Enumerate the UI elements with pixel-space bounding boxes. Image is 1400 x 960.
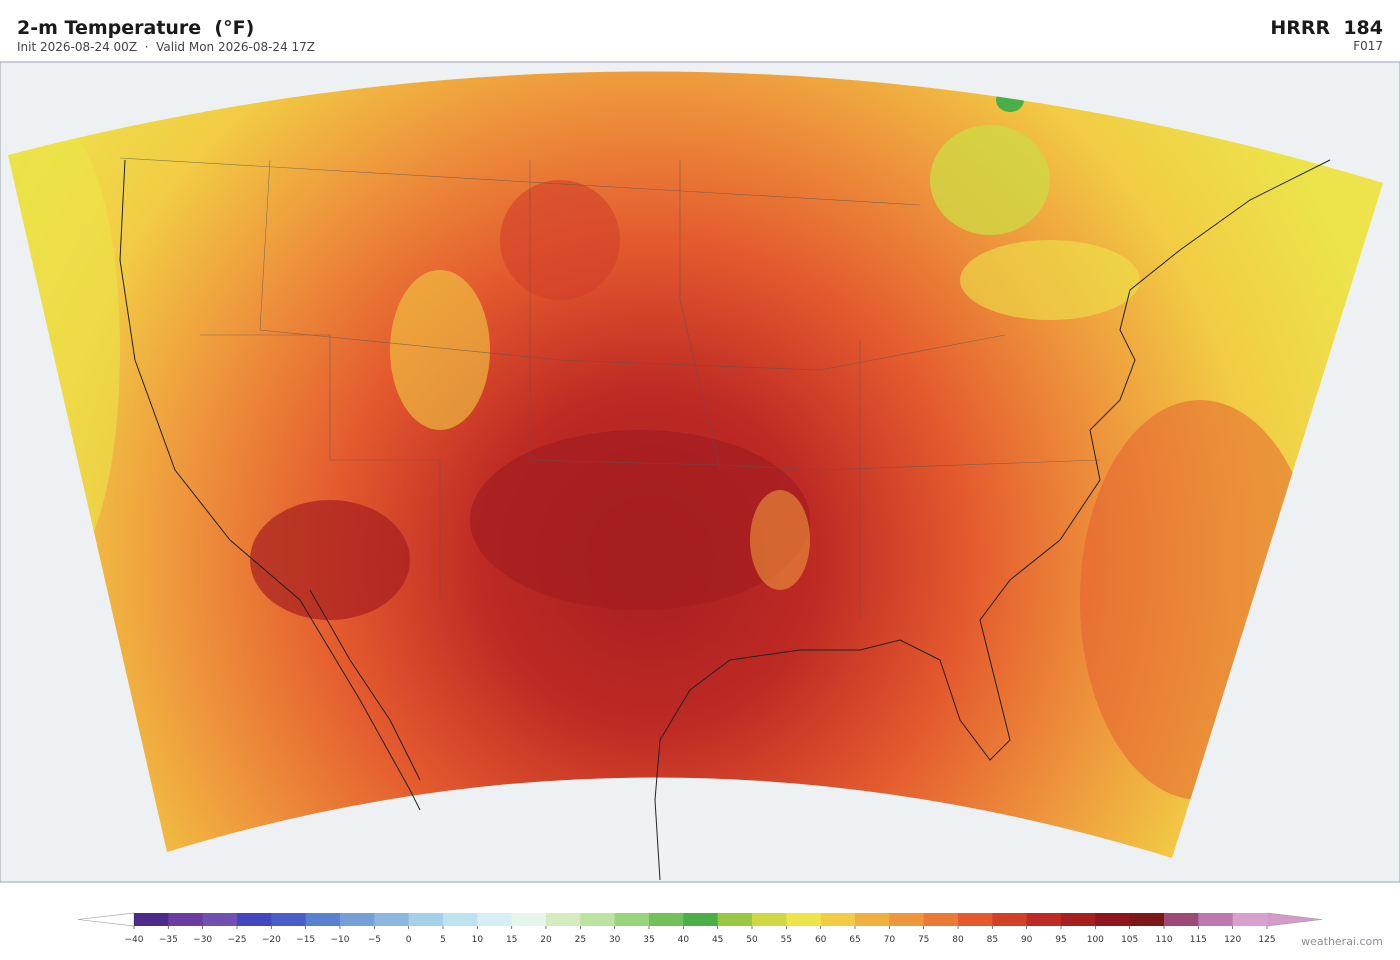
color-bin <box>649 913 684 926</box>
color-bin <box>134 913 169 926</box>
tick-label: −20 <box>262 935 281 945</box>
color-bin <box>683 913 719 926</box>
watermark: weatherai.com <box>1301 935 1383 948</box>
colorbar-over <box>1266 912 1323 927</box>
tick-label: 50 <box>746 935 758 945</box>
color-bin <box>546 913 581 926</box>
colorbar-under <box>77 912 135 927</box>
tick-label: 95 <box>1055 935 1066 945</box>
tick-label: 30 <box>609 935 621 945</box>
color-bin <box>717 913 753 926</box>
tick-label: 85 <box>987 935 998 945</box>
coastlines <box>119 159 1331 881</box>
color-bin <box>580 913 616 926</box>
tick-label: 105 <box>1121 935 1138 945</box>
color-bin <box>923 913 959 926</box>
color-bin <box>992 913 1028 926</box>
tick-label: 65 <box>849 935 860 945</box>
tick-label: 40 <box>678 935 690 945</box>
tick-label: −35 <box>159 935 178 945</box>
color-bin <box>1095 913 1131 926</box>
tick-label: 90 <box>1021 935 1033 945</box>
color-bin <box>1061 913 1096 926</box>
tick-label: 115 <box>1190 935 1207 945</box>
color-bin <box>855 913 890 926</box>
tick-label: 55 <box>781 935 792 945</box>
color-bin <box>443 913 478 926</box>
temperature-field <box>8 71 1383 858</box>
tick-label: −40 <box>125 935 144 945</box>
color-bin <box>477 913 513 926</box>
model: HRRR 184 <box>1270 17 1383 39</box>
color-bin <box>340 913 375 926</box>
color-bin <box>614 913 650 926</box>
color-bin <box>168 913 204 926</box>
tick-label: 45 <box>712 935 723 945</box>
tick-label: −10 <box>331 935 350 945</box>
tick-label: 20 <box>540 935 552 945</box>
forecast-hour: F017 <box>1353 39 1383 53</box>
tick-label: −15 <box>296 935 315 945</box>
color-bin <box>1129 913 1165 926</box>
color-bin <box>271 913 307 926</box>
tick-label: 75 <box>918 935 929 945</box>
tick-label: 0 <box>406 935 412 945</box>
tick-label: −30 <box>193 935 212 945</box>
color-bin <box>237 913 272 926</box>
color-bin <box>408 913 444 926</box>
tick-label: 15 <box>506 935 517 945</box>
color-bin <box>786 913 822 926</box>
tick-label: −25 <box>228 935 247 945</box>
tick-label: 100 <box>1087 935 1104 945</box>
color-bin <box>889 913 925 926</box>
color-bin <box>1164 913 1199 926</box>
tick-label: 5 <box>440 935 446 945</box>
borders <box>119 157 1101 620</box>
map <box>0 61 1400 883</box>
subtitle: Init 2026-08-24 00Z · Valid Mon 2026-08-… <box>17 40 315 54</box>
tick-label: 70 <box>884 935 896 945</box>
color-bin <box>202 913 238 926</box>
tick-label: 10 <box>472 935 484 945</box>
color-bin <box>958 913 993 926</box>
color-bin <box>1026 913 1062 926</box>
color-bin <box>305 913 341 926</box>
color-bin <box>752 913 787 926</box>
tick-label: 125 <box>1258 935 1275 945</box>
colorbar: −40 −35 −30 −25 −20 −15 −10 −5 0 5 10 15 20 25 30 35 40 4… <box>77 912 1323 945</box>
tick-label: 80 <box>952 935 964 945</box>
color-bin <box>374 913 410 926</box>
color-bin <box>1198 913 1234 926</box>
color-bin <box>511 913 547 926</box>
color-bin <box>1232 913 1268 926</box>
tick-label: 25 <box>575 935 586 945</box>
tick-label: −5 <box>368 935 381 945</box>
tick-label: 120 <box>1224 935 1241 945</box>
title: 2-m Temperature (°F) <box>17 17 254 39</box>
tick-label: 110 <box>1155 935 1172 945</box>
tick-label: 60 <box>815 935 827 945</box>
color-bin <box>820 913 856 926</box>
tick-label: 35 <box>643 935 654 945</box>
